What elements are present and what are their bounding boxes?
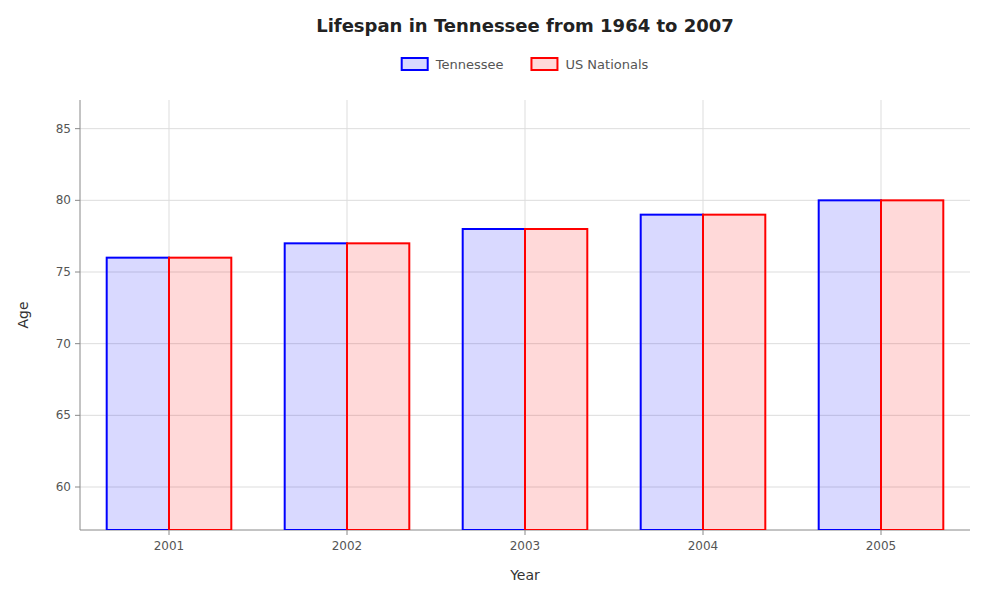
x-tick-label: 2005 xyxy=(866,539,897,553)
y-tick xyxy=(75,272,80,273)
bar xyxy=(641,215,703,530)
bar xyxy=(169,258,231,530)
bar xyxy=(107,258,169,530)
x-tick-label: 2004 xyxy=(688,539,719,553)
y-tick-label: 80 xyxy=(56,193,71,207)
y-axis-line xyxy=(80,100,81,530)
bar xyxy=(819,200,881,530)
y-tick xyxy=(75,487,80,488)
legend: Tennessee US Nationals xyxy=(402,57,649,72)
x-tick-label: 2002 xyxy=(332,539,363,553)
legend-item: US Nationals xyxy=(531,57,648,72)
y-tick-label: 60 xyxy=(56,480,71,494)
bar xyxy=(285,243,347,530)
y-tick xyxy=(75,415,80,416)
x-tick xyxy=(525,530,526,535)
x-tick xyxy=(347,530,348,535)
legend-label: US Nationals xyxy=(565,57,648,72)
bar xyxy=(525,229,587,530)
y-axis-label: Age xyxy=(15,301,31,328)
y-tick-label: 75 xyxy=(56,265,71,279)
legend-swatch xyxy=(531,58,557,70)
x-tick xyxy=(703,530,704,535)
chart-container: 60 65 70 75 80 85 2001 2002 2003 2004 2005 Year Age L… xyxy=(0,0,1000,600)
grid xyxy=(80,100,970,530)
bar xyxy=(347,243,409,530)
bars xyxy=(107,200,944,530)
y-tick-label: 85 xyxy=(56,122,71,136)
x-tick xyxy=(169,530,170,535)
y-tick xyxy=(75,128,80,129)
chart: 60 65 70 75 80 85 2001 2002 2003 2004 2005 Year Age L… xyxy=(0,0,1000,600)
x-tick-label: 2001 xyxy=(154,539,185,553)
y-tick-label: 65 xyxy=(56,408,71,422)
x-axis-label: Year xyxy=(509,567,540,583)
bar xyxy=(703,215,765,530)
legend-item: Tennessee xyxy=(402,57,504,72)
y-tick xyxy=(75,200,80,201)
y-tick xyxy=(75,343,80,344)
legend-label: Tennessee xyxy=(435,57,504,72)
y-tick-label: 70 xyxy=(56,337,71,351)
title: Lifespan in Tennessee from 1964 to 2007 xyxy=(316,15,734,36)
legend-swatch xyxy=(402,58,428,70)
x-tick-label: 2003 xyxy=(510,539,541,553)
bar xyxy=(463,229,525,530)
x-tick xyxy=(881,530,882,535)
bar xyxy=(881,200,943,530)
